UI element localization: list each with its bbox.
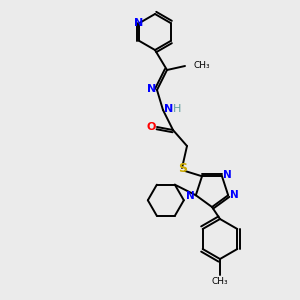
Text: S: S <box>178 161 188 175</box>
Text: N: N <box>147 84 157 94</box>
Text: N: N <box>134 18 143 28</box>
Text: N: N <box>164 104 174 114</box>
Text: N: N <box>187 191 195 201</box>
Text: H: H <box>173 104 181 114</box>
Text: N: N <box>230 190 239 200</box>
Text: N: N <box>223 170 231 180</box>
Text: CH₃: CH₃ <box>193 61 210 70</box>
Text: O: O <box>146 122 156 132</box>
Text: CH₃: CH₃ <box>212 278 228 286</box>
